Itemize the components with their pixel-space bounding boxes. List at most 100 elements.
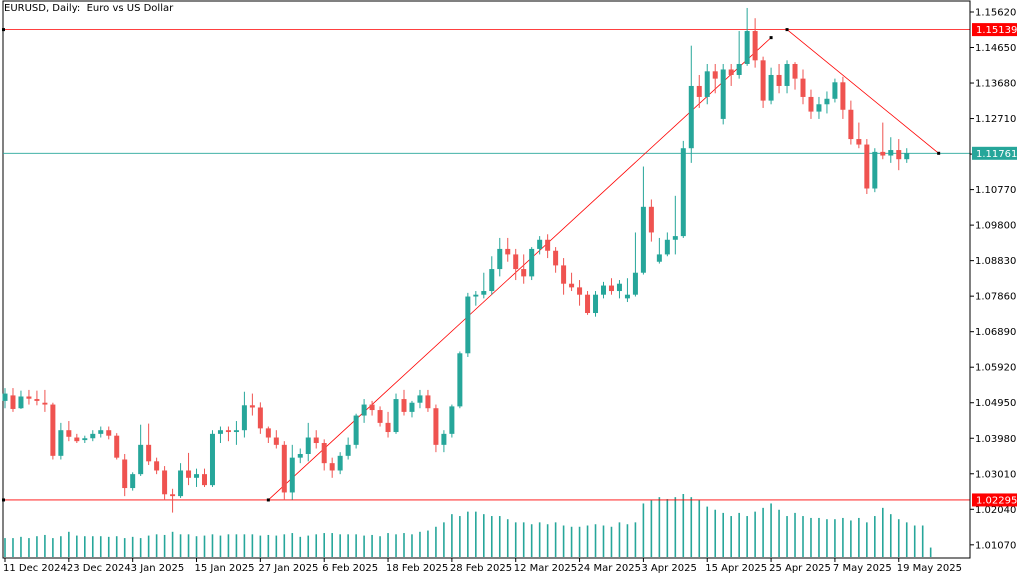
candle-body xyxy=(233,430,239,433)
candle xyxy=(672,195,678,255)
candle-body xyxy=(66,430,72,437)
candle-body xyxy=(744,31,750,64)
y-tick-label: 1.12710 xyxy=(975,114,1016,125)
y-tick-label: 1.01070 xyxy=(975,540,1016,551)
y-tick-label: 1.07860 xyxy=(975,292,1016,303)
candle-body xyxy=(122,459,128,489)
candle-body xyxy=(497,248,503,270)
candle xyxy=(186,452,192,486)
x-tick-label: 3 Apr 2025 xyxy=(641,563,696,574)
trend-lines[interactable] xyxy=(266,28,941,502)
candle xyxy=(537,236,543,255)
candle xyxy=(409,400,415,418)
candle xyxy=(74,433,80,444)
candle-body xyxy=(800,78,806,97)
candle-body xyxy=(792,63,798,79)
candle xyxy=(616,280,622,299)
candle xyxy=(457,351,463,409)
candle-body xyxy=(608,285,614,292)
candle-body xyxy=(640,206,646,273)
candle xyxy=(840,76,846,119)
price-tag: 1.02295 xyxy=(972,493,1017,507)
candle-body xyxy=(249,405,255,408)
candle-body xyxy=(138,444,144,475)
candle xyxy=(624,278,630,303)
candle-body xyxy=(696,85,702,97)
candle xyxy=(896,139,902,171)
candle xyxy=(281,441,287,501)
candle-body xyxy=(593,294,599,314)
price-tag-box xyxy=(972,146,1017,160)
candle xyxy=(313,430,319,449)
candle-body xyxy=(672,236,678,240)
axes: 1.156201.146501.136801.127101.117401.107… xyxy=(3,1,1017,574)
candle xyxy=(521,254,527,284)
x-tick-label: 3 Jan 2025 xyxy=(131,563,185,574)
y-tick-label: 1.14650 xyxy=(975,43,1016,54)
price-tag-label: 1.15139 xyxy=(976,25,1017,36)
x-tick-label: 15 Apr 2025 xyxy=(705,563,767,574)
candle xyxy=(297,448,303,464)
candle-body xyxy=(728,69,734,75)
candle xyxy=(385,411,391,438)
candle-body xyxy=(457,353,463,407)
candle xyxy=(664,232,670,257)
candle xyxy=(648,199,654,242)
candle xyxy=(712,63,718,94)
candle-body xyxy=(648,206,654,233)
candle-body xyxy=(465,296,471,354)
candle-body xyxy=(329,463,335,471)
candle xyxy=(202,468,207,487)
candle-body xyxy=(680,148,686,237)
y-tick-label: 1.05920 xyxy=(975,363,1016,374)
candle xyxy=(696,74,702,108)
candle-body xyxy=(90,433,96,439)
candle xyxy=(265,426,271,444)
candle-body xyxy=(904,153,910,160)
candle xyxy=(273,430,279,449)
candle-body xyxy=(712,71,718,79)
y-tick-label: 1.08830 xyxy=(975,256,1016,267)
candle-body xyxy=(217,430,223,434)
candle-body xyxy=(345,444,351,456)
y-tick-label: 1.03010 xyxy=(975,469,1016,480)
x-tick-label: 18 Feb 2025 xyxy=(386,563,448,574)
candle xyxy=(106,426,112,440)
candle xyxy=(680,140,686,238)
candle xyxy=(824,91,830,114)
trend-anchor-dot xyxy=(785,28,789,32)
candle xyxy=(704,63,710,105)
candle-body xyxy=(257,407,263,429)
chart-title: EURUSD, Daily: Euro vs US Dollar xyxy=(4,3,174,14)
x-tick-label: 25 Apr 2025 xyxy=(769,563,831,574)
candle-body xyxy=(305,437,311,454)
candle-body xyxy=(473,294,479,297)
candle-body xyxy=(225,430,231,433)
x-tick-label: 12 Mar 2025 xyxy=(514,563,577,574)
candle-body xyxy=(417,395,423,403)
candle xyxy=(864,139,870,194)
candle-body xyxy=(840,82,846,110)
candle xyxy=(752,18,758,68)
y-tick-label: 1.06890 xyxy=(975,327,1016,338)
candle xyxy=(656,237,662,264)
candle-body xyxy=(601,285,606,295)
y-tick-label: 1.03980 xyxy=(975,434,1016,445)
candle-body xyxy=(361,404,367,416)
candle-body xyxy=(321,443,327,464)
candle xyxy=(18,390,24,409)
candle xyxy=(321,439,327,471)
candle xyxy=(377,406,383,427)
candle-body xyxy=(888,150,894,156)
x-tick-label: 23 Dec 2024 xyxy=(67,563,131,574)
candle xyxy=(337,452,343,475)
candle xyxy=(369,400,375,416)
candle-body xyxy=(425,395,431,409)
candle-body xyxy=(369,404,375,411)
candle-body xyxy=(289,457,295,493)
candle-body xyxy=(186,470,192,478)
candle xyxy=(329,457,335,478)
candle xyxy=(808,89,814,119)
line-anchor-dot xyxy=(2,28,5,32)
